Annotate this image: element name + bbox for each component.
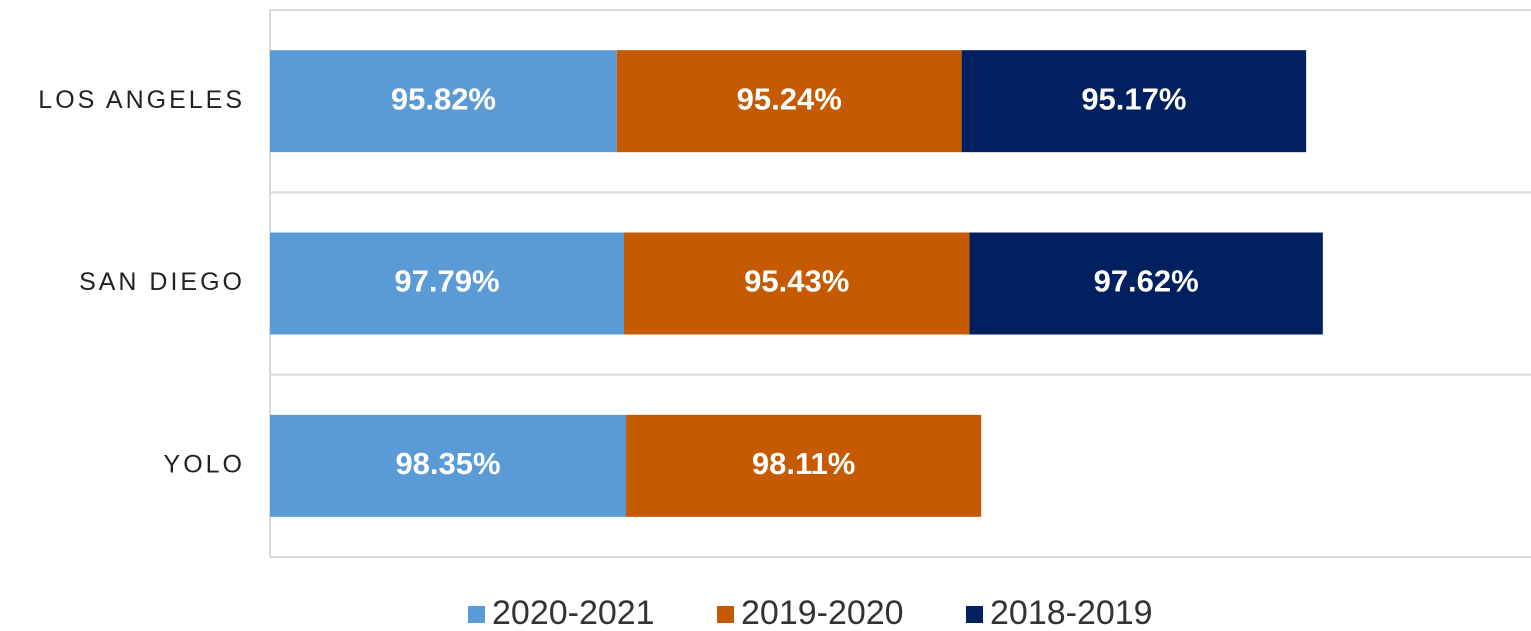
value-label: 95.43% — [744, 264, 849, 299]
category-label: LOS ANGELES — [38, 86, 245, 114]
value-label: 95.17% — [1081, 81, 1186, 116]
value-label: 95.24% — [737, 81, 842, 116]
bar-segment — [270, 50, 617, 153]
legend-label: 2020-2021 — [492, 594, 655, 631]
value-label: 97.79% — [394, 264, 499, 299]
legend-swatch — [468, 606, 485, 623]
bar-segment — [626, 414, 982, 517]
legend-label: 2019-2020 — [741, 594, 904, 631]
bar-segment — [270, 232, 624, 335]
category-label: SAN DIEGO — [79, 268, 245, 296]
legend-label: 2018-2019 — [990, 594, 1153, 631]
bar-segment — [969, 232, 1323, 335]
value-label: 98.35% — [395, 446, 500, 481]
legend-swatch — [717, 606, 734, 623]
category-label: YOLO — [164, 450, 245, 478]
bar-segment — [961, 50, 1307, 153]
value-label: 98.11% — [752, 446, 855, 481]
bar-segment — [270, 414, 627, 517]
legend-swatch — [966, 606, 983, 623]
value-label: 95.82% — [391, 81, 496, 116]
value-label: 97.62% — [1094, 264, 1199, 299]
bar-segment — [623, 232, 970, 335]
bar-segment — [616, 50, 962, 153]
